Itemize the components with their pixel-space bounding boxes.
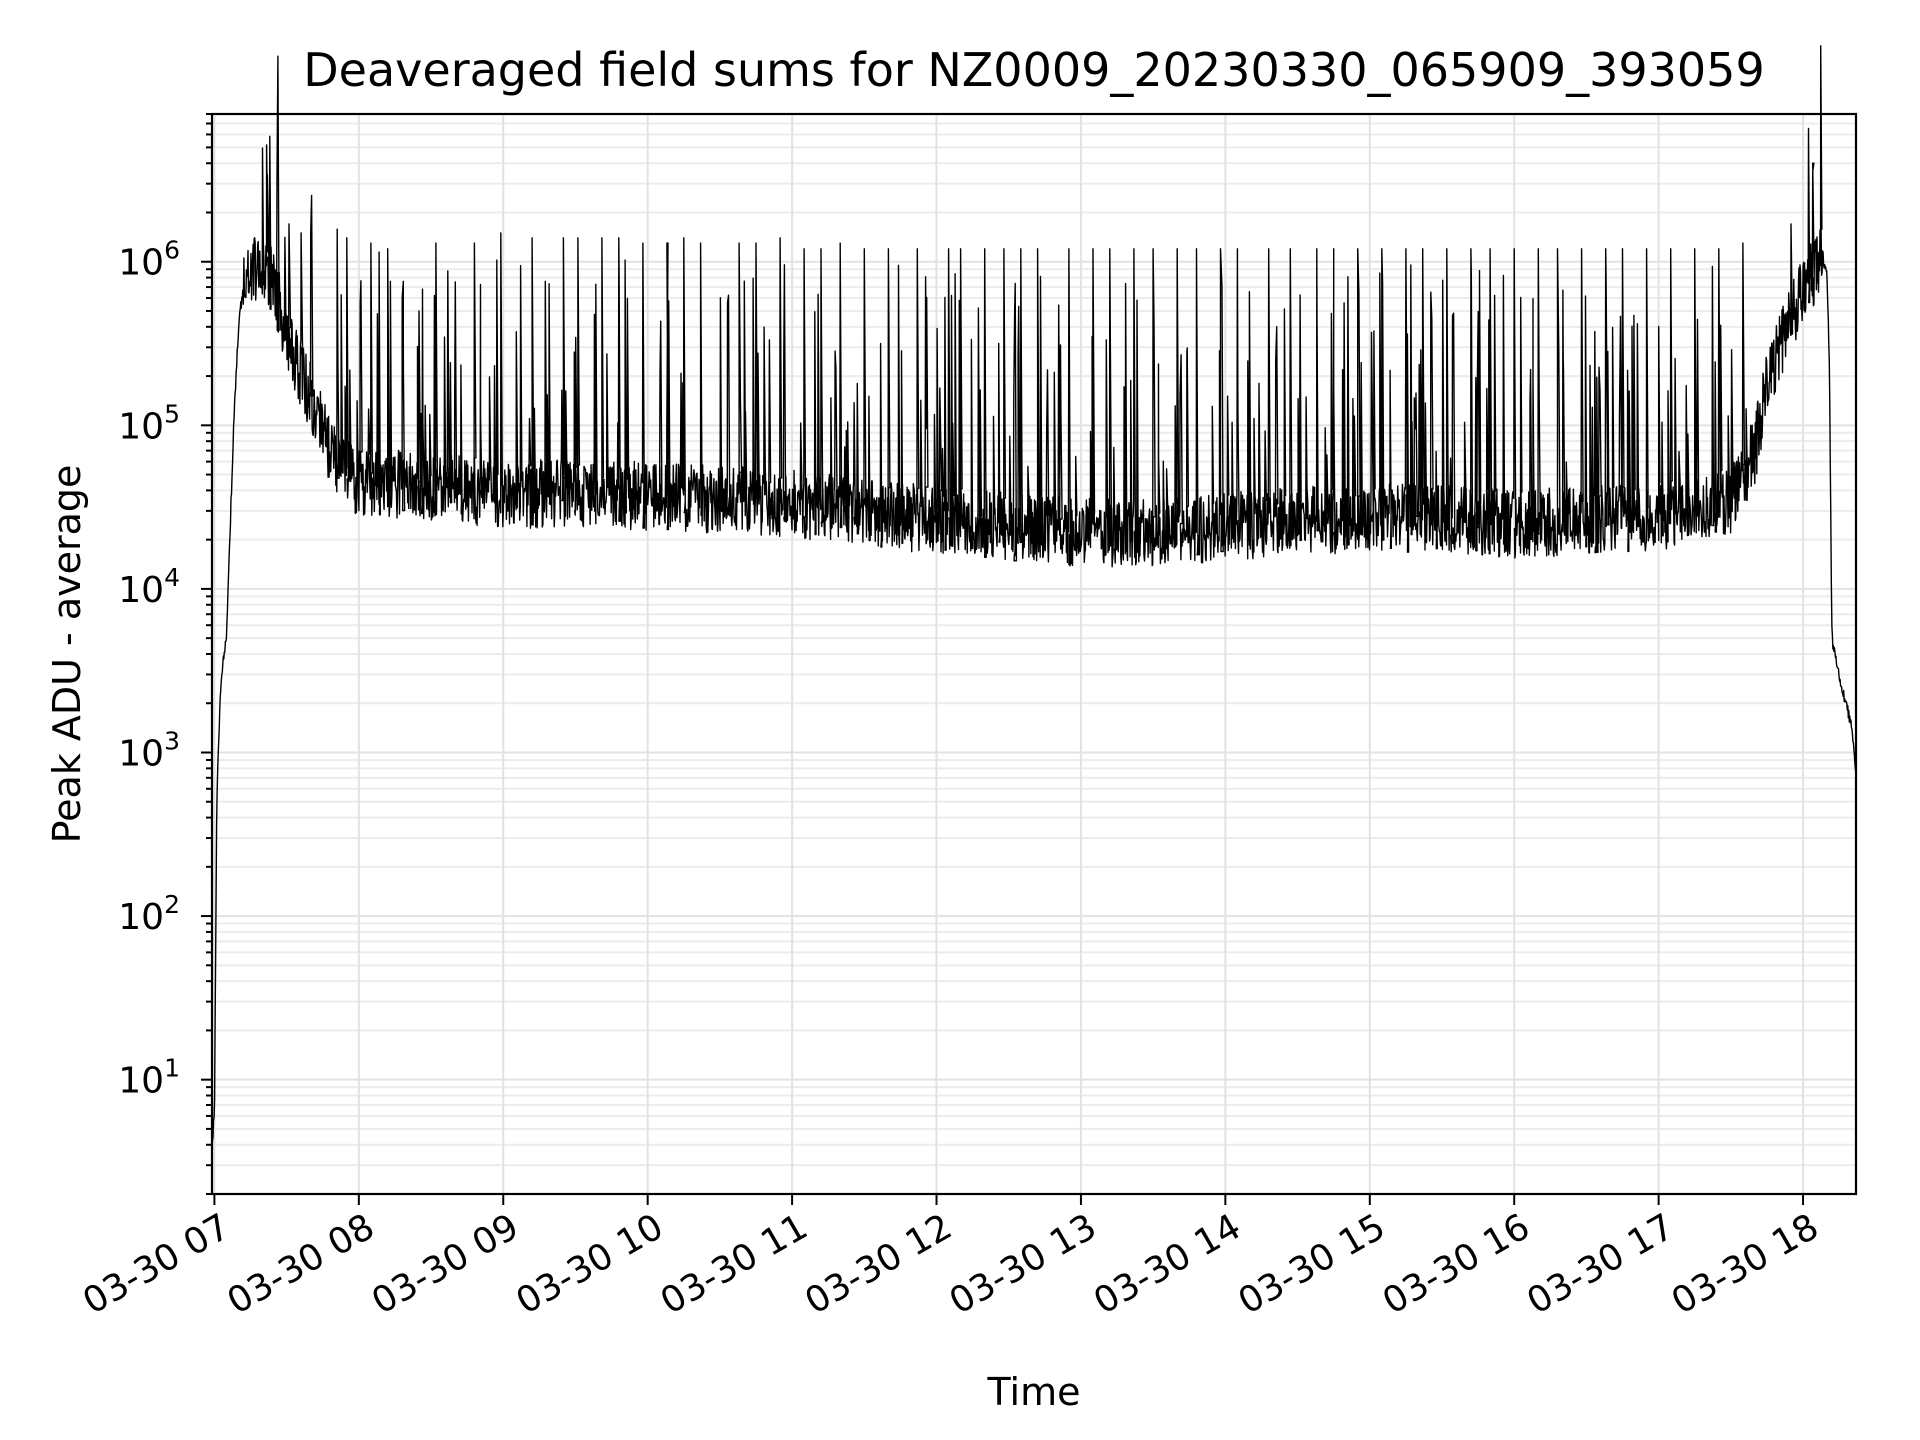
y-axis: 101 102 103 104 105 106	[118, 113, 212, 1195]
y-tick-label: 104	[118, 563, 180, 611]
x-axis-label: Time	[987, 1370, 1081, 1414]
y-tick-label: 102	[118, 890, 180, 938]
plot-series	[211, 45, 1857, 1145]
y-tick-label: 106	[118, 236, 180, 284]
y-tick-label: 103	[118, 726, 180, 774]
y-tick-label: 105	[118, 399, 180, 447]
grid	[212, 113, 1856, 1195]
y-tick-label: 101	[118, 1054, 180, 1102]
chart-title: Deaveraged field sums for NZ0009_2023033…	[303, 43, 1764, 97]
series-line	[211, 45, 1857, 1145]
y-axis-label: Peak ADU - average	[45, 465, 89, 844]
